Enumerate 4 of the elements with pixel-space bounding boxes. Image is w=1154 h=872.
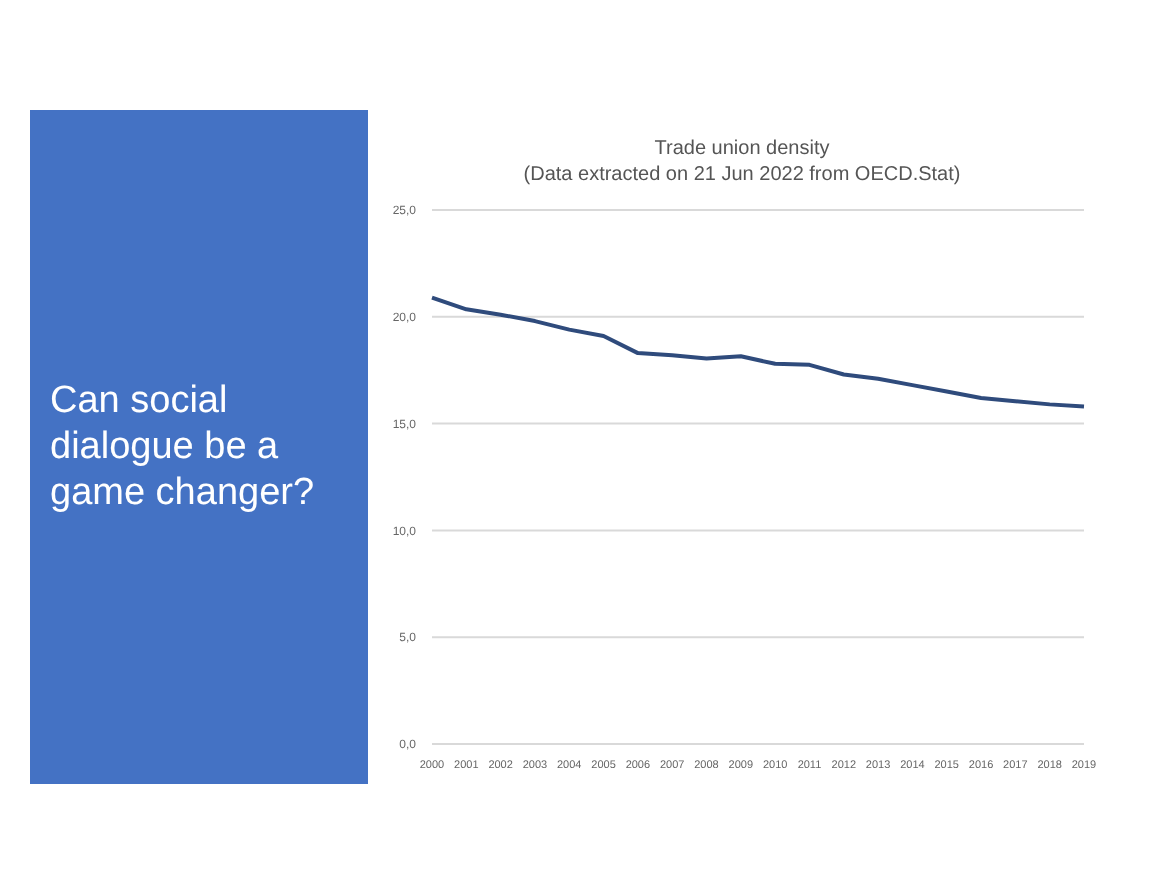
- line-series: [430, 295, 1086, 409]
- text: Can social dialogue be a game changer?: [48, 378, 317, 516]
- chart-title: Trade union density: [652, 136, 832, 162]
- chart-subtitle: (Data extracted on 21 Jun 2022 from OECD.Stat): [521, 162, 963, 188]
